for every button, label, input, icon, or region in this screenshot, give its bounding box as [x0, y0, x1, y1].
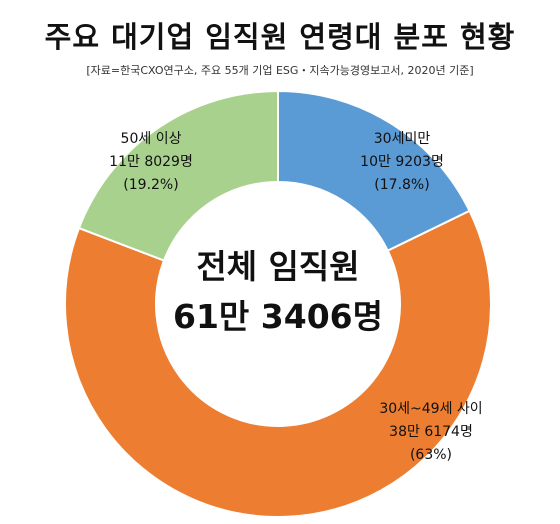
center-label-line-1: 전체 임직원 — [196, 247, 359, 286]
donut-slices — [64, 89, 492, 518]
center-label-line-2: 61만 3406명 — [173, 297, 383, 336]
donut-slice — [77, 89, 279, 262]
slice-label-percent: (17.8%) — [374, 177, 429, 193]
center-label: 전체 임직원 61만 3406명 — [173, 247, 383, 336]
chart-source: [자료=한국CXO연구소, 주요 55개 기업 ESG・지속가능경영보고서, 2… — [86, 64, 474, 77]
chart-title: 주요 대기업 임직원 연령대 분포 현황 — [44, 20, 516, 54]
slice-label-count: 10만 9203명 — [360, 154, 444, 170]
slice-label-percent: (19.2%) — [123, 177, 178, 193]
donut-slice — [64, 209, 492, 518]
slice-label-name: 30세미만 — [374, 131, 431, 147]
slice-labels: 30세미만 10만 9203명 (17.8%) 30세~49세 사이 38만 6174명… — [109, 131, 483, 463]
slice-label-percent: (63%) — [410, 447, 452, 463]
slice-label-count: 38만 6174명 — [389, 424, 473, 440]
slice-label-name: 30세~49세 사이 — [379, 401, 482, 417]
slice-label-count: 11만 8029명 — [109, 154, 193, 170]
slice-label-name: 50세 이상 — [121, 131, 182, 147]
donut-slice — [277, 89, 471, 253]
